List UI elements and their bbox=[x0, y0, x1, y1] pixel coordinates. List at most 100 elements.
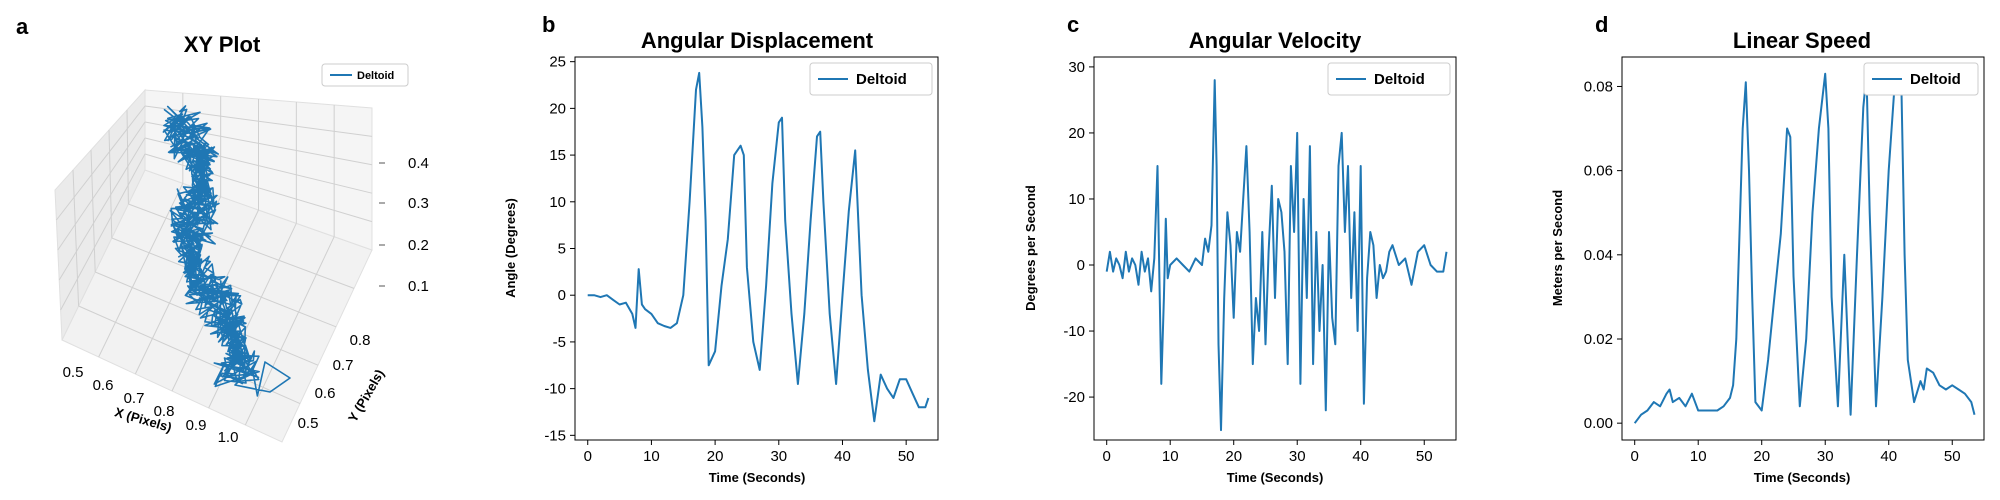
3d-tick-labels: 0.5 0.6 0.7 0.8 0.9 1.0 0.5 0.6 0.7 0.8 0.1 0.2 0.3 0… bbox=[63, 155, 429, 446]
y-axis-label: Degrees per Second bbox=[1023, 185, 1038, 311]
series-line-deltoid bbox=[1105, 79, 1448, 432]
y-tick-label: 0.00 bbox=[1584, 415, 1613, 432]
x-tick-label: 30 bbox=[770, 448, 787, 465]
y-tick-label: -10 bbox=[544, 381, 566, 398]
z-tick-label: 0.4 bbox=[408, 155, 429, 172]
legend: Deltoid bbox=[1327, 62, 1451, 96]
series-line-deltoid bbox=[1633, 72, 1976, 424]
x-axis-label: Time (Seconds) bbox=[1754, 470, 1851, 485]
grid-line bbox=[78, 305, 301, 405]
legend-label-deltoid: Deltoid bbox=[357, 70, 394, 82]
chart-title: Angular Velocity bbox=[1189, 28, 1362, 53]
y-tick-label: 0.6 bbox=[315, 385, 336, 402]
x-tick-label: 20 bbox=[1753, 448, 1770, 465]
plot-frame bbox=[1093, 56, 1457, 441]
x-tick-label: 10 bbox=[1690, 448, 1707, 465]
panel-letter-b: b bbox=[542, 12, 555, 37]
y-tick-label: -5 bbox=[553, 334, 566, 351]
y-axis-label: Angle (Degrees) bbox=[503, 198, 518, 298]
y-tick-label: 0.02 bbox=[1584, 331, 1613, 348]
z-tick-label: 0.3 bbox=[408, 195, 429, 212]
series-line-deltoid bbox=[1105, 79, 1448, 432]
grid-line bbox=[126, 109, 129, 205]
x-tick-label: 0 bbox=[1103, 448, 1111, 465]
grid-line bbox=[60, 153, 146, 311]
grid-line bbox=[56, 105, 146, 221]
series-line-deltoid bbox=[162, 105, 291, 397]
y-tick-label: 10 bbox=[1068, 191, 1085, 208]
y-tick-label: 10 bbox=[549, 194, 566, 211]
grid-line bbox=[244, 236, 335, 426]
x-tick-label: 40 bbox=[834, 448, 851, 465]
y-tick-label: 0.5 bbox=[298, 415, 319, 432]
y-tick-label: 25 bbox=[549, 54, 566, 71]
grid-line bbox=[90, 149, 96, 273]
legend-label-deltoid: Deltoid bbox=[1374, 71, 1425, 88]
x-tick-label: 30 bbox=[1817, 448, 1834, 465]
y-tick-label: -20 bbox=[1063, 389, 1085, 406]
series-line-deltoid bbox=[587, 71, 930, 423]
grid-line bbox=[98, 183, 184, 358]
panel-letter-a: a bbox=[16, 14, 29, 39]
y-tick-label: -10 bbox=[1063, 323, 1085, 340]
chart-title: XY Plot bbox=[184, 32, 261, 57]
y-tick-label: 0.06 bbox=[1584, 163, 1613, 180]
panel-b-angular-displacement: b Angular Displacement 0 10 20 30 40 50-15-10… bbox=[503, 12, 939, 485]
panel-c-angular-velocity: c Angular Velocity 0 10 20 30 40 50 -20 -10 0 10 2… bbox=[1023, 12, 1457, 485]
axis-ticks: 0 10 20 30 40 50 -20 -10 0 10 20 30 bbox=[1063, 59, 1432, 465]
x-tick-label: 0 bbox=[1631, 448, 1639, 465]
panel-d-linear-speed: d Linear Speed 0 10 20 30 40 50 0.00 0.02 0.04 0.… bbox=[1550, 12, 1985, 485]
axis-ticks: 0 10 20 30 40 50 0.00 0.02 0.04 0.06 0.08 bbox=[1584, 78, 1961, 465]
y-tick-label: 5 bbox=[558, 241, 566, 258]
x-tick-label: 0.6 bbox=[93, 377, 114, 394]
z-tick-label: 0.1 bbox=[408, 278, 429, 295]
grid-line bbox=[57, 121, 146, 251]
x-tick-label: 1.0 bbox=[218, 429, 239, 446]
y-axis-label: Y (Pixels) bbox=[345, 367, 387, 425]
x-tick-label: 50 bbox=[898, 448, 915, 465]
x-axis-label: Time (Seconds) bbox=[1227, 470, 1324, 485]
legend: Deltoid bbox=[809, 62, 933, 96]
x-tick-label: 30 bbox=[1289, 448, 1306, 465]
x-tick-label: 20 bbox=[707, 448, 724, 465]
z-tick-label: 0.2 bbox=[408, 237, 429, 254]
legend: Deltoid bbox=[321, 63, 409, 87]
series-line-deltoid bbox=[1633, 72, 1976, 424]
grid-line bbox=[72, 169, 80, 307]
x-tick-label: 40 bbox=[1880, 448, 1897, 465]
axis-ticks: 0 10 20 30 40 50 -15 -10 -5 0 5 10 15 20 25 bbox=[544, 54, 914, 465]
x-tick-label: 50 bbox=[1944, 448, 1961, 465]
panel-a-xy-plot: a XY Plot 0.5 0.6 0.7 0.8 0.9 1.0 0.5 0.6 0.7 0.8… bbox=[16, 14, 429, 446]
x-axis-label: Time (Seconds) bbox=[709, 470, 806, 485]
y-tick-label: 0.04 bbox=[1584, 247, 1613, 264]
grid-line bbox=[108, 129, 113, 239]
y-tick-label: 0 bbox=[1077, 257, 1085, 274]
panel-letter-c: c bbox=[1067, 12, 1079, 37]
series-line-deltoid bbox=[162, 105, 291, 397]
y-tick-label: 30 bbox=[1068, 59, 1085, 76]
x-tick-label: 0.5 bbox=[63, 364, 84, 381]
y-axis-label: Meters per Second bbox=[1550, 190, 1565, 306]
x-tick-label: 0.9 bbox=[186, 417, 207, 434]
y-tick-label: 20 bbox=[549, 100, 566, 117]
chart-title: Angular Displacement bbox=[641, 28, 874, 53]
grid-line bbox=[58, 137, 146, 281]
grid-line bbox=[128, 203, 355, 289]
plot-frame bbox=[1621, 56, 1985, 441]
y-tick-label: 15 bbox=[549, 147, 566, 164]
chart-title: Linear Speed bbox=[1733, 28, 1871, 53]
y-tick-label: 0.7 bbox=[333, 357, 354, 374]
y-tick-label: 0.08 bbox=[1584, 78, 1613, 95]
y-tick-label: 0 bbox=[558, 287, 566, 304]
x-tick-label: 10 bbox=[1162, 448, 1179, 465]
x-tick-label: 40 bbox=[1352, 448, 1369, 465]
panel-letter-d: d bbox=[1595, 12, 1608, 37]
legend-label-deltoid: Deltoid bbox=[1910, 71, 1961, 88]
x-tick-label: 0.7 bbox=[124, 390, 145, 407]
x-tick-label: 10 bbox=[643, 448, 660, 465]
y-tick-label: 20 bbox=[1068, 125, 1085, 142]
y-tick-label: 0.8 bbox=[350, 332, 371, 349]
x-tick-label: 0.8 bbox=[154, 403, 175, 420]
legend: Deltoid bbox=[1863, 62, 1979, 96]
